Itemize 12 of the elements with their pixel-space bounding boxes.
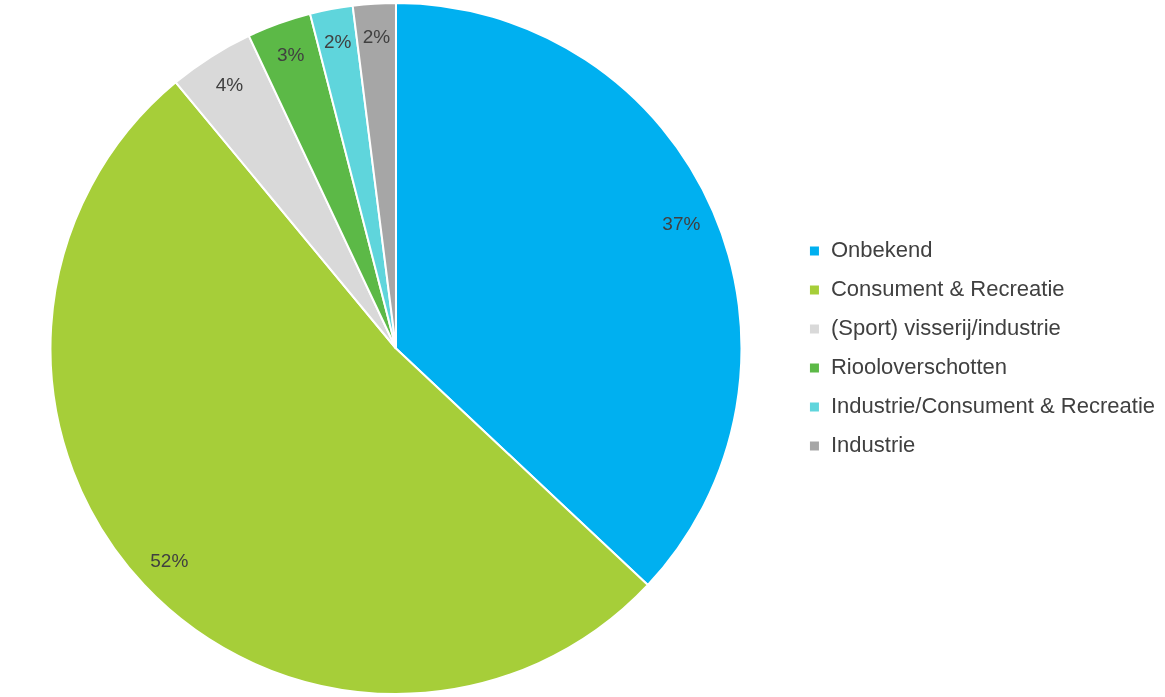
data-label: 3% (276, 44, 305, 66)
legend-label: Onbekend (830, 237, 933, 263)
data-label: 52% (150, 549, 189, 571)
data-label: 37% (662, 213, 701, 235)
data-label: 2% (323, 31, 352, 53)
legend-label: Consument & Recreatie (830, 276, 1065, 302)
legend-label: (Sport) visserij/industrie (830, 315, 1061, 341)
data-label: 4% (215, 74, 244, 96)
legend-label: Industrie (830, 432, 916, 458)
legend-label: Industrie/Consument & Recreatie (830, 393, 1156, 419)
legend-label: Riooloverschotten (830, 354, 1008, 380)
data-label: 2% (362, 26, 391, 48)
